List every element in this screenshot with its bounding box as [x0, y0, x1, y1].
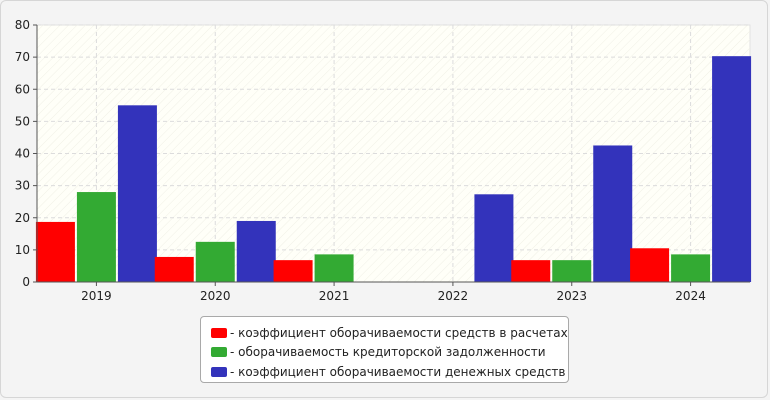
bar	[195, 241, 235, 282]
y-tick-label: 40	[15, 147, 30, 161]
y-tick-label: 30	[15, 179, 30, 193]
bar	[511, 260, 551, 282]
legend-swatch-blue	[211, 366, 227, 377]
bar	[552, 260, 592, 282]
legend: - коэффициент оборачиваемости средств в …	[200, 316, 569, 383]
legend-label: - коэффициент оборачиваемости денежных с…	[230, 364, 566, 379]
x-tick-label: 2019	[81, 289, 112, 303]
bars	[35, 56, 752, 282]
y-tick-label: 70	[15, 50, 30, 64]
bar	[630, 248, 670, 282]
y-tick-label: 0	[22, 275, 30, 289]
legend-label: - коэффициент оборачиваемости средств в …	[230, 325, 568, 340]
x-tick-label: 2023	[556, 289, 587, 303]
x-tick-label: 2022	[438, 289, 469, 303]
x-tick-label: 2024	[675, 289, 706, 303]
bar	[593, 145, 633, 282]
bar	[474, 194, 514, 282]
bar	[236, 220, 276, 282]
bar	[35, 221, 75, 282]
legend-swatch-red	[211, 327, 227, 338]
y-tick-label: 80	[15, 18, 30, 32]
legend-item: - оборачиваемость кредиторской задолженн…	[211, 343, 568, 363]
bar	[76, 192, 116, 282]
legend-swatch-green	[211, 347, 227, 358]
y-tick-label: 10	[15, 243, 30, 257]
bar	[273, 260, 313, 282]
bar	[117, 105, 157, 282]
x-tick-label: 2021	[319, 289, 350, 303]
legend-label: - оборачиваемость кредиторской задолженн…	[230, 345, 546, 360]
x-tick-label: 2020	[200, 289, 231, 303]
bar	[671, 254, 711, 282]
y-tick-label: 60	[15, 82, 30, 96]
legend-item: - коэффициент оборачиваемости денежных с…	[211, 362, 568, 382]
y-axis-ticks: 0 10 20 30 40 50 60 70 80	[15, 18, 37, 289]
x-axis-ticks: 2019 2020 2021 2022 2023 2024	[81, 282, 706, 303]
bar	[712, 56, 752, 282]
grid-lines	[37, 24, 750, 282]
y-tick-label: 20	[15, 211, 30, 225]
bar	[314, 254, 354, 282]
bar	[154, 256, 194, 282]
y-tick-label: 50	[15, 114, 30, 128]
legend-item: - коэффициент оборачиваемости средств в …	[211, 323, 568, 343]
